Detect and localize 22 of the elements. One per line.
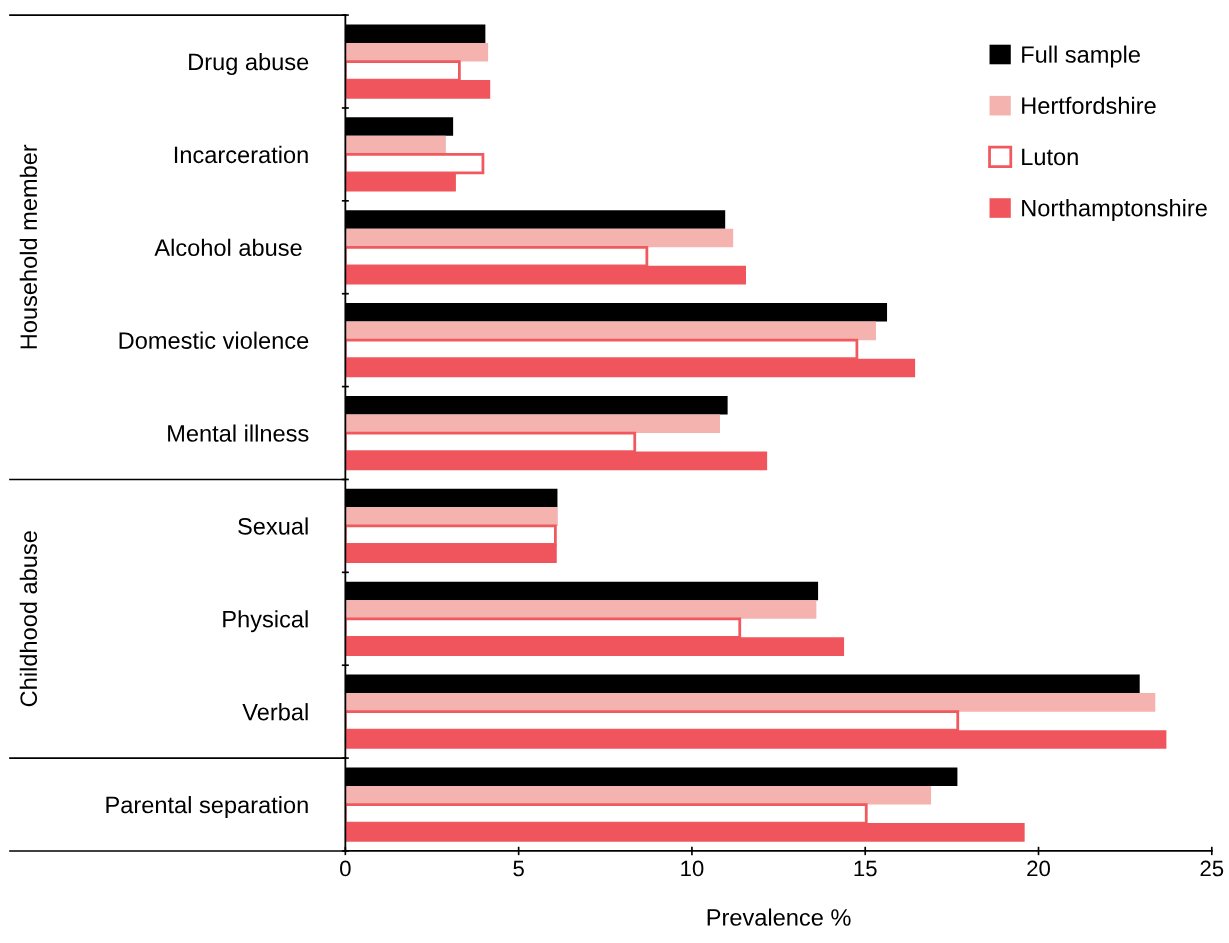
y-tick-label: Parental separation <box>106 795 308 818</box>
x-tick-label: 25 <box>1200 860 1224 877</box>
y-tick-label: Sexual <box>238 517 308 535</box>
text: Childhood abuse <box>19 531 38 707</box>
y-tick-label: Alcohol abuse <box>154 238 302 257</box>
x-tick-label: 5 <box>513 860 524 877</box>
legend-label: Full sample <box>1022 45 1140 68</box>
y-tick-label: Drug abuse <box>189 52 309 75</box>
text: Household member <box>19 144 38 349</box>
legend-label: Luton <box>1022 148 1078 166</box>
y-tick-label: Mental illness <box>168 424 309 442</box>
legend-label: Northamptonshire <box>1022 199 1207 222</box>
legend-label: Hertfordshire <box>1022 96 1156 115</box>
y-tick-label: Domestic violence <box>119 331 309 349</box>
x-tick-label: 0 <box>340 860 351 877</box>
x-tick-label: 15 <box>854 860 877 877</box>
y-tick-label: Verbal <box>242 703 308 721</box>
x-tick-label: 20 <box>1027 860 1050 877</box>
y-tick-label: Incarceration <box>174 145 308 164</box>
x-tick-label: 10 <box>681 860 704 877</box>
x-axis-title: Prevalence % <box>707 908 851 926</box>
y-tick-label: Physical <box>223 610 308 633</box>
